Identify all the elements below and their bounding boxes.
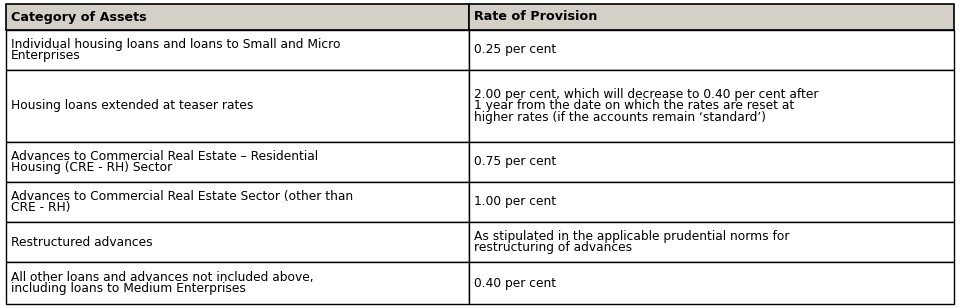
Bar <box>6 222 468 262</box>
Bar <box>468 30 954 70</box>
Text: 1 year from the date on which the rates are reset at: 1 year from the date on which the rates … <box>473 99 794 112</box>
Bar <box>468 142 954 182</box>
Text: Individual housing loans and loans to Small and Micro: Individual housing loans and loans to Sm… <box>11 38 341 51</box>
Text: Advances to Commercial Real Estate – Residential: Advances to Commercial Real Estate – Res… <box>11 150 318 163</box>
Bar <box>6 262 468 304</box>
Text: Restructured advances: Restructured advances <box>11 236 153 249</box>
Text: Advances to Commercial Real Estate Sector (other than: Advances to Commercial Real Estate Secto… <box>11 189 353 203</box>
Bar <box>6 70 468 142</box>
Bar <box>468 182 954 222</box>
Bar <box>6 142 468 182</box>
Text: Category of Assets: Category of Assets <box>11 10 147 23</box>
Text: including loans to Medium Enterprises: including loans to Medium Enterprises <box>11 282 246 295</box>
Text: Housing loans extended at teaser rates: Housing loans extended at teaser rates <box>11 99 253 112</box>
Text: higher rates (if the accounts remain ‘standard’): higher rates (if the accounts remain ‘st… <box>473 111 766 124</box>
Text: Housing (CRE - RH) Sector: Housing (CRE - RH) Sector <box>11 161 172 174</box>
Text: 1.00 per cent: 1.00 per cent <box>473 196 556 209</box>
Text: CRE - RH): CRE - RH) <box>11 201 70 214</box>
Bar <box>468 222 954 262</box>
Bar <box>468 4 954 30</box>
Bar <box>468 70 954 142</box>
Text: restructuring of advances: restructuring of advances <box>473 241 632 254</box>
Text: 0.25 per cent: 0.25 per cent <box>473 43 556 56</box>
Bar <box>6 30 468 70</box>
Text: 0.40 per cent: 0.40 per cent <box>473 277 556 290</box>
Bar <box>6 182 468 222</box>
Bar <box>468 262 954 304</box>
Text: Rate of Provision: Rate of Provision <box>473 10 597 23</box>
Text: As stipulated in the applicable prudential norms for: As stipulated in the applicable prudenti… <box>473 229 789 243</box>
Text: All other loans and advances not included above,: All other loans and advances not include… <box>11 270 314 284</box>
Text: 0.75 per cent: 0.75 per cent <box>473 156 556 168</box>
Text: Enterprises: Enterprises <box>11 50 81 63</box>
Bar <box>6 4 468 30</box>
Text: 2.00 per cent, which will decrease to 0.40 per cent after: 2.00 per cent, which will decrease to 0.… <box>473 87 818 101</box>
